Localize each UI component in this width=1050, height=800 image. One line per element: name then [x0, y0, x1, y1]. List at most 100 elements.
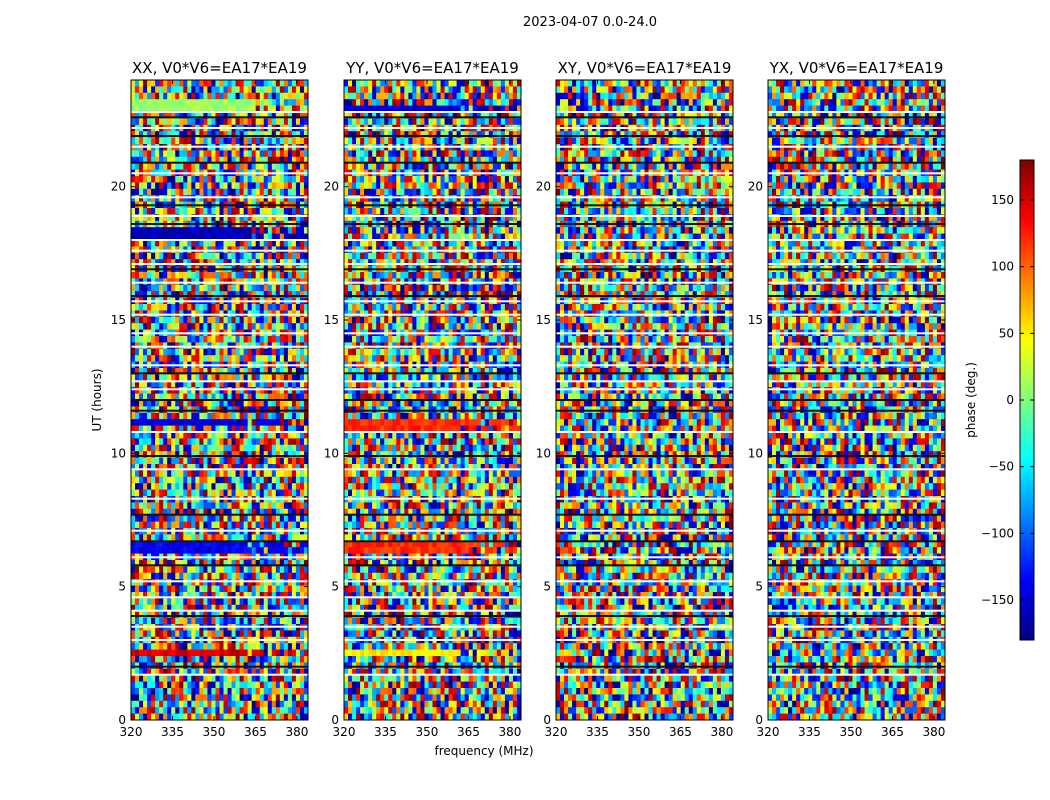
heatmap-cell	[175, 348, 180, 356]
heatmap-cell	[211, 457, 216, 465]
heatmap-cell	[275, 400, 281, 407]
heatmap-cell	[271, 700, 277, 708]
heatmap-cell	[143, 118, 148, 126]
heatmap-cell	[291, 304, 297, 311]
heatmap-cell	[243, 336, 249, 343]
heatmap-cell	[372, 137, 377, 145]
heatmap-cell	[299, 92, 305, 100]
heatmap-cell	[159, 521, 164, 529]
heatmap-cell	[179, 137, 184, 145]
heatmap-cell	[275, 668, 281, 676]
heatmap-cell	[143, 99, 148, 106]
heatmap-cell	[171, 572, 176, 580]
heatmap-cell	[231, 348, 236, 356]
heatmap-cell	[223, 515, 228, 522]
heatmap-cell	[263, 604, 269, 612]
heatmap-cell	[223, 566, 228, 574]
heatmap-cell	[167, 598, 172, 606]
heatmap-cell	[215, 540, 220, 548]
heatmap-cell	[227, 163, 232, 170]
heatmap-cell	[263, 502, 269, 510]
heatmap-cell	[131, 195, 136, 202]
heatmap-cell	[295, 566, 301, 574]
heatmap-cell	[171, 592, 176, 599]
heatmap-cell	[151, 483, 156, 490]
heatmap-cell	[211, 176, 216, 183]
heatmap-cell	[175, 380, 180, 388]
heatmap-cell	[203, 208, 208, 215]
heatmap-cell	[183, 86, 188, 94]
heatmap-cell	[159, 585, 164, 593]
heatmap-cell	[263, 92, 269, 100]
heatmap-cell	[275, 176, 281, 183]
heatmap-cell	[131, 688, 136, 695]
heatmap-cell	[279, 112, 285, 119]
heatmap-cell	[295, 99, 301, 106]
heatmap-cell	[147, 515, 152, 522]
heatmap-cell	[195, 240, 200, 247]
heatmap-cell	[412, 99, 417, 106]
heatmap-cell	[227, 304, 232, 311]
heatmap-cell	[207, 566, 212, 574]
heatmap-cell	[259, 380, 265, 388]
heatmap-cell	[203, 163, 208, 170]
heatmap-cell	[243, 707, 249, 714]
heatmap-cell	[175, 137, 180, 145]
heatmap-cell	[147, 227, 152, 234]
heatmap-cell	[187, 188, 192, 196]
heatmap-cell	[279, 393, 285, 401]
heatmap-cell	[183, 656, 188, 663]
heatmap-cell	[171, 649, 176, 657]
heatmap-cell	[155, 112, 160, 119]
heatmap-cell	[183, 688, 188, 695]
heatmap-cell	[175, 316, 180, 324]
heatmap-cell	[143, 515, 148, 522]
heatmap-cell	[183, 425, 188, 433]
heatmap-cell	[223, 438, 228, 446]
heatmap-cell	[283, 355, 289, 362]
heatmap-cell	[171, 521, 176, 529]
heatmap-cell	[143, 137, 148, 145]
heatmap-cell	[303, 112, 309, 119]
heatmap-cell	[279, 368, 285, 375]
heatmap-cell	[484, 131, 490, 138]
heatmap-cell	[131, 355, 136, 362]
heatmap-cell	[131, 681, 136, 689]
heatmap-cell	[396, 150, 401, 158]
heatmap-cell	[263, 694, 269, 702]
heatmap-cell	[163, 700, 168, 708]
heatmap-cell	[143, 585, 148, 593]
heatmap-cell	[171, 188, 176, 196]
heatmap-cell	[267, 579, 273, 586]
heatmap-cell	[227, 252, 232, 260]
heatmap-cell	[215, 547, 220, 554]
heatmap-cell	[147, 412, 152, 420]
heatmap-cell	[147, 451, 152, 458]
heatmap-cell	[191, 560, 196, 567]
heatmap-cell	[303, 368, 309, 375]
heatmap-cell	[500, 80, 506, 87]
heatmap-cell	[235, 694, 241, 702]
heatmap-cell	[283, 560, 289, 567]
heatmap-cell	[207, 112, 212, 119]
heatmap-cell	[263, 681, 269, 689]
heatmap-cell	[291, 483, 297, 490]
heatmap-cell	[267, 182, 273, 190]
heatmap-cell	[199, 368, 204, 375]
heatmap-cell	[476, 137, 482, 145]
heatmap-cell	[163, 214, 168, 222]
heatmap-cell	[275, 713, 281, 721]
heatmap-cell	[283, 214, 289, 222]
heatmap-cell	[235, 598, 241, 606]
heatmap-cell	[155, 668, 160, 676]
heatmap-cell	[235, 604, 241, 612]
heatmap-cell	[259, 163, 265, 170]
heatmap-cell	[348, 150, 353, 158]
heatmap-cell	[135, 470, 140, 478]
heatmap-cell	[187, 534, 192, 542]
heatmap-cell	[139, 508, 144, 516]
heatmap-cell	[167, 284, 172, 292]
heatmap-cell	[408, 86, 413, 94]
heatmap-cell	[291, 336, 297, 343]
heatmap-cell	[139, 323, 144, 330]
